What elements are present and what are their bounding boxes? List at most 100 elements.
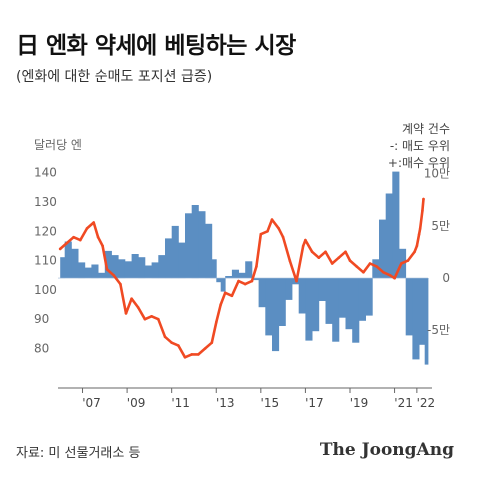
yen-rate-point bbox=[301, 244, 305, 248]
position-area-segment bbox=[392, 171, 400, 279]
yen-rate-point bbox=[210, 341, 214, 345]
position-area-segment bbox=[405, 278, 413, 336]
position-area-segment bbox=[318, 278, 326, 301]
position-area-segment bbox=[64, 241, 72, 278]
yen-rate-point bbox=[382, 271, 385, 274]
right-axis-label: 계약 건수 bbox=[402, 121, 450, 136]
yen-rate-point bbox=[157, 317, 160, 321]
yen-rate-point bbox=[79, 238, 82, 242]
position-area-segment bbox=[278, 278, 286, 326]
yen-rate-point bbox=[92, 221, 95, 224]
yen-rate-point bbox=[388, 274, 392, 277]
position-area-segment bbox=[338, 278, 346, 318]
yen-rate-point bbox=[422, 197, 425, 201]
yen-rate-point bbox=[368, 262, 372, 265]
yen-rate-point bbox=[400, 262, 403, 265]
right-axis-tick-label: 5만 bbox=[431, 219, 450, 233]
yen-rate-point bbox=[375, 265, 379, 268]
yen-rate-point bbox=[163, 335, 167, 339]
position-area-segment bbox=[185, 213, 193, 278]
position-area-segment bbox=[124, 261, 132, 278]
yen-rate-line bbox=[58, 197, 425, 359]
yen-rate-point bbox=[413, 250, 416, 254]
position-area-segment bbox=[98, 272, 106, 278]
right-axis-label: +:매수 우위 bbox=[388, 156, 450, 170]
position-area-segment bbox=[285, 278, 293, 300]
position-area-segment bbox=[191, 205, 199, 279]
yen-rate-point bbox=[295, 279, 298, 283]
position-area-segment bbox=[220, 278, 226, 292]
position-area-segment bbox=[231, 269, 239, 279]
position-area-segment bbox=[104, 250, 112, 278]
x-axis-tick-label: '21 bbox=[394, 396, 413, 410]
position-area-segment bbox=[216, 278, 222, 283]
position-area-segment bbox=[205, 223, 213, 279]
yen-rate-point bbox=[215, 320, 218, 324]
x-axis-tick-label: '22 bbox=[417, 396, 436, 410]
yen-rate-point bbox=[190, 353, 193, 356]
yen-rate-point bbox=[96, 235, 100, 239]
position-area-segment bbox=[251, 278, 259, 281]
left-axis-tick-label: 100 bbox=[34, 283, 57, 297]
yen-rate-point bbox=[270, 218, 274, 221]
left-axis-tick-label: 110 bbox=[34, 254, 57, 268]
yen-rate-point bbox=[136, 306, 140, 309]
yen-rate-point bbox=[85, 227, 89, 230]
right-axis-tick-label: -5만 bbox=[427, 323, 450, 337]
position-area-segment bbox=[158, 255, 166, 279]
yen-rate-point bbox=[281, 235, 285, 239]
x-axis-tick-label: '15 bbox=[261, 396, 280, 410]
yen-rate-point bbox=[288, 259, 292, 262]
yen-rate-point bbox=[250, 279, 254, 283]
position-area-segment bbox=[312, 278, 320, 332]
position-area-segment bbox=[238, 272, 246, 278]
yen-rate-point bbox=[130, 297, 133, 301]
yen-rate-point bbox=[112, 274, 115, 277]
position-area-segment bbox=[71, 248, 79, 278]
yen-rate-point bbox=[65, 241, 69, 245]
source-note: 자료: 미 선물거래소 등 bbox=[16, 446, 141, 461]
chart-subtitle: (엔화에 대한 순매도 포지션 급증) bbox=[16, 69, 213, 85]
position-area-segment bbox=[265, 278, 273, 336]
yen-rate-point bbox=[203, 347, 207, 350]
left-axis-tick-label: 140 bbox=[34, 166, 57, 180]
position-area-segment bbox=[165, 238, 173, 279]
yen-rate-point bbox=[124, 312, 128, 315]
yen-rate-point bbox=[197, 353, 200, 356]
position-area-segment bbox=[325, 278, 333, 324]
position-area-segment bbox=[258, 278, 266, 308]
position-area-segment bbox=[225, 276, 233, 279]
position-area-segment bbox=[60, 257, 66, 279]
position-area-segment bbox=[178, 242, 186, 279]
position-area-segment bbox=[84, 267, 92, 278]
position-area-segment bbox=[419, 278, 426, 345]
yen-rate-point bbox=[177, 344, 180, 347]
x-axis-tick-label: '11 bbox=[171, 396, 190, 410]
left-axis-tick-label: 120 bbox=[34, 224, 57, 238]
position-area-segment bbox=[379, 219, 387, 279]
yen-rate-point bbox=[101, 244, 104, 248]
yen-rate-point bbox=[259, 232, 263, 236]
yen-rate-point bbox=[230, 294, 234, 298]
x-axis-tick-label: '09 bbox=[127, 396, 146, 410]
yen-rate-point bbox=[415, 244, 419, 248]
position-area-segment bbox=[412, 278, 420, 360]
position-area-segment bbox=[198, 211, 206, 278]
yen-rate-point bbox=[277, 227, 281, 230]
yen-rate-point bbox=[266, 230, 269, 233]
x-axis-tick-label: '07 bbox=[82, 396, 101, 410]
yen-rate-point bbox=[143, 317, 147, 321]
yen-rate-point bbox=[105, 268, 109, 271]
brand-logo: The JoongAng bbox=[319, 440, 454, 460]
position-area-segment bbox=[272, 278, 280, 352]
yen-rate-point bbox=[243, 282, 247, 286]
yen-rate-point bbox=[58, 247, 62, 251]
left-axis-tick-label: 80 bbox=[34, 342, 49, 356]
yen-rate-point bbox=[344, 250, 347, 254]
left-axis-tick-label: 90 bbox=[34, 312, 49, 326]
yen-rate-point bbox=[393, 276, 396, 280]
yen-rate-point bbox=[150, 315, 153, 318]
yen-rate-point bbox=[417, 232, 421, 236]
yen-rate-point bbox=[317, 256, 321, 260]
